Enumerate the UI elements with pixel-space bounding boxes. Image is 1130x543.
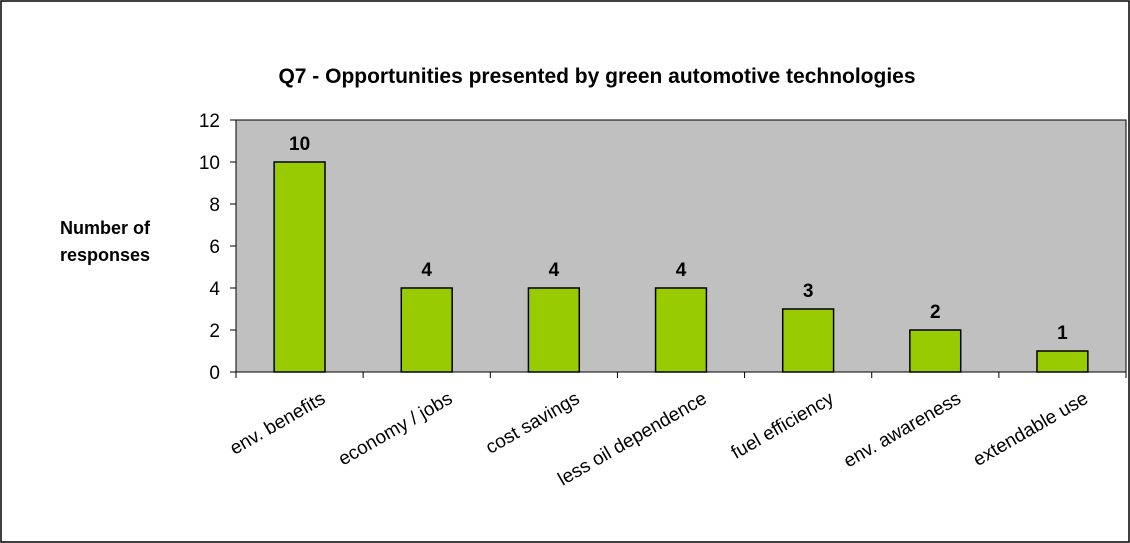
y-tick-label: 0 xyxy=(209,363,220,384)
bar xyxy=(781,308,835,373)
y-axis-label-line-2: responses xyxy=(60,245,150,265)
bar xyxy=(400,287,453,373)
y-axis-label-line-1: Number of xyxy=(60,218,151,238)
bar xyxy=(1036,350,1089,373)
bar xyxy=(654,287,708,373)
chart-title: Q7 - Opportunities presented by green au… xyxy=(278,65,915,88)
bar xyxy=(909,329,962,373)
y-tick-label: 2 xyxy=(209,321,220,342)
data-label: 4 xyxy=(549,260,560,281)
y-tick-label: 6 xyxy=(209,237,220,258)
y-tick-label: 8 xyxy=(209,195,220,216)
data-label: 1 xyxy=(1057,323,1068,344)
data-label: 10 xyxy=(289,134,310,155)
y-axis: 0 2 4 6 8 10 12 xyxy=(199,111,237,384)
y-tick-label: 4 xyxy=(209,279,220,300)
bars xyxy=(273,161,1089,373)
bar xyxy=(273,161,326,373)
y-tick-label: 12 xyxy=(199,111,220,132)
y-axis-label: Number of responses xyxy=(60,218,151,265)
y-tick-label: 10 xyxy=(199,153,220,174)
data-label: 4 xyxy=(421,260,432,281)
bar xyxy=(527,287,581,373)
data-label: 4 xyxy=(676,260,687,281)
data-label: 3 xyxy=(803,281,814,302)
data-labels: 10 4 4 4 3 2 1 xyxy=(289,134,1068,344)
data-label: 2 xyxy=(930,302,941,323)
